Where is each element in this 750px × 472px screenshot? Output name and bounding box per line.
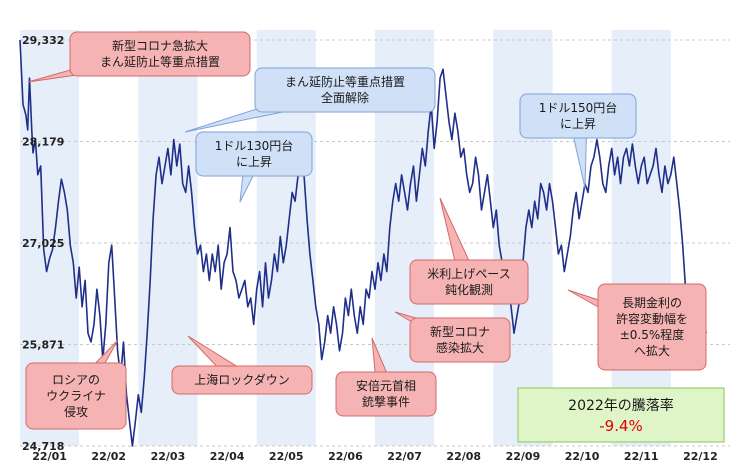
callout-text: 侵攻 xyxy=(64,404,88,419)
x-tick-label: 22/05 xyxy=(269,450,304,463)
callout-text: 許容変動幅を xyxy=(616,311,688,326)
callout-shanghai: 上海ロックダウン xyxy=(171,335,313,395)
series-layer xyxy=(19,39,708,447)
callout-text: 鈍化観測 xyxy=(445,282,493,297)
y-tick-label: 25,871 xyxy=(22,339,64,352)
summary-value: -9.4% xyxy=(599,417,643,435)
callout-text: へ拡大 xyxy=(634,344,670,358)
callout-text: 米利上げペース xyxy=(427,267,510,281)
callout-text: まん延防止等重点措置 xyxy=(285,74,405,89)
month-band xyxy=(670,30,730,446)
callout-text: 全面解除 xyxy=(321,90,369,105)
callout-text: 安倍元首相 xyxy=(356,378,416,393)
callout-fill xyxy=(411,319,509,361)
series-line xyxy=(19,39,708,447)
callout-text: 新型コロナ xyxy=(430,324,490,339)
y-tick-label: 28,179 xyxy=(22,135,64,148)
x-tick-label: 22/07 xyxy=(387,450,422,463)
callout-fill xyxy=(599,285,705,369)
x-tick-label: 22/11 xyxy=(624,450,659,463)
x-tick-label: 22/02 xyxy=(91,450,126,463)
month-band xyxy=(552,30,612,446)
y-tick-label: 29,332 xyxy=(22,34,64,47)
callout-text: ±0.5%程度 xyxy=(620,327,685,342)
summary-title: 2022年の騰落率 xyxy=(568,397,674,414)
callout-text: 長期金利の xyxy=(622,295,682,310)
callout-text: 銃撃事件 xyxy=(362,394,410,409)
month-band xyxy=(434,30,494,446)
month-band xyxy=(493,30,553,446)
x-tick-label: 22/09 xyxy=(506,450,541,463)
callout-fill xyxy=(197,133,311,175)
summary-rect xyxy=(517,387,725,443)
callout-fill xyxy=(256,69,434,111)
callout-text: に上昇 xyxy=(236,155,272,169)
annotation-layer: 新型コロナ急拡大まん延防止等重点措置まん延防止等重点措置全面解除1ドル130円台… xyxy=(25,31,707,430)
callout-fill xyxy=(337,373,435,415)
y-tick-label: 24,718 xyxy=(22,440,64,453)
x-tick-label: 22/03 xyxy=(151,450,186,463)
callout-text: ウクライナ xyxy=(46,389,106,403)
month-band xyxy=(611,30,671,446)
y-tick-label: 27,025 xyxy=(22,237,64,250)
callout-fill xyxy=(27,364,125,428)
callout-text: 1ドル150円台 xyxy=(539,100,618,115)
callout-text: まん延防止等重点措置 xyxy=(100,54,220,69)
summary-box: 2022年の騰落率 -9.4% xyxy=(517,387,725,443)
callout-text: 感染拡大 xyxy=(436,340,484,355)
x-tick-label: 22/06 xyxy=(328,450,363,463)
x-tick-label: 22/04 xyxy=(210,450,245,463)
callout-text: ロシアの xyxy=(52,373,100,387)
callout-fill xyxy=(411,261,527,303)
callout-text: に上昇 xyxy=(560,117,596,131)
x-tick-label: 22/08 xyxy=(446,450,481,463)
callout-fill xyxy=(521,95,635,137)
callout-fill xyxy=(71,33,249,75)
callout-text: 新型コロナ急拡大 xyxy=(112,38,208,53)
x-tick-label: 22/10 xyxy=(565,450,600,463)
callout-fill xyxy=(173,367,311,393)
x-tick-label: 22/12 xyxy=(683,450,718,463)
callout-text: 1ドル130円台 xyxy=(215,138,294,153)
callout-text: 上海ロックダウン xyxy=(194,372,290,387)
x-tick-label: 22/01 xyxy=(32,450,67,463)
